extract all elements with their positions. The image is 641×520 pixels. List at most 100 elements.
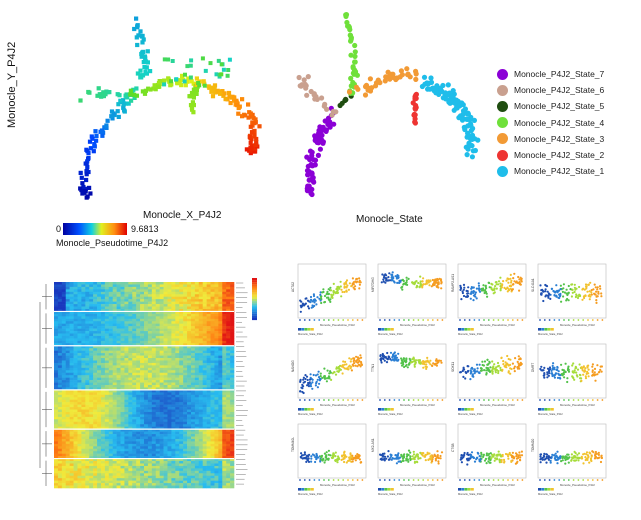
heatmap-cell (151, 434, 157, 437)
heatmap-cell (93, 407, 98, 410)
heatmap-cell (54, 316, 59, 320)
heatmap-cell (206, 313, 211, 317)
heatmap-cell (206, 323, 211, 327)
axis-rug (342, 319, 345, 321)
heatmap-key-cell (252, 286, 257, 289)
heatmap-cell (183, 470, 188, 474)
heatmap-cell (175, 326, 180, 329)
state-point (307, 148, 314, 154)
heatmap-cell (167, 424, 172, 427)
heatmap-cell (222, 294, 227, 298)
heatmap-cell (214, 353, 219, 356)
heatmap-cell (81, 360, 86, 364)
heatmap-cell (179, 358, 184, 361)
heatmap-cell (61, 421, 67, 425)
heatmap-cell (97, 301, 102, 305)
heatmap-cell (112, 475, 117, 479)
heatmap-cell (93, 316, 98, 320)
heatmap-cell (218, 318, 223, 322)
heatmap-cell (163, 475, 168, 479)
heatmap-cell (93, 321, 98, 324)
heatmap-cell (226, 377, 231, 381)
heatmap-cell (159, 372, 164, 376)
heatmap-cell (97, 365, 102, 369)
heatmap-cell (206, 372, 211, 376)
cell-point (215, 88, 220, 93)
heatmap-cell (124, 483, 129, 486)
heatmap-cell (183, 338, 188, 342)
heatmap-cell (206, 438, 211, 442)
heatmap-cell (151, 399, 157, 403)
heatmap-cell (116, 362, 121, 366)
heatmap-cell (69, 448, 74, 452)
heatmap-cell (140, 441, 145, 445)
heatmap-cell (112, 451, 117, 454)
heatmap-cell (104, 355, 110, 359)
heatmap-cell (85, 299, 90, 302)
heatmap-cell (198, 394, 203, 398)
heatmap-cell (202, 355, 207, 359)
heatmap-cell (61, 465, 67, 469)
heatmap-cell (183, 407, 188, 410)
heatmap-cell (179, 485, 184, 489)
heatmap-cell (89, 375, 94, 378)
heatmap-cell (171, 461, 176, 464)
heatmap-cell (65, 286, 70, 290)
heatmap-cell (65, 372, 70, 376)
heatmap-cell (116, 453, 121, 457)
heatmap-cell (108, 446, 113, 450)
heatmap-cell (77, 289, 82, 293)
heatmap-cell (61, 318, 67, 322)
heatmap-cell (81, 380, 86, 383)
heatmap-cell (97, 399, 102, 403)
heatmap-cell (97, 338, 102, 342)
heatmap-cell (175, 321, 180, 324)
heatmap-cell (206, 328, 211, 332)
heatmap-cell (183, 480, 188, 484)
heatmap-cell (85, 345, 90, 349)
heatmap-cell (104, 382, 110, 386)
heatmap-cell (73, 431, 78, 435)
heatmap-cell (218, 394, 223, 398)
heatmap-cell (132, 431, 137, 435)
heatmap-cell (171, 304, 176, 307)
heatmap-cell (230, 483, 235, 486)
heatmap-cell (144, 323, 149, 327)
heatmap-cell (214, 434, 219, 437)
heatmap-cell (159, 328, 164, 332)
heatmap-cell (104, 340, 110, 344)
heatmap-cell (183, 426, 188, 430)
heatmap-cell (226, 289, 231, 293)
gene-point (358, 283, 361, 286)
heatmap-cell (198, 321, 203, 324)
heatmap-cell (54, 485, 59, 489)
heatmap-cell (108, 438, 113, 442)
gene-point (385, 277, 388, 280)
heatmap-cell (206, 441, 211, 445)
heatmap-cell (202, 382, 207, 386)
heatmap-cell (167, 286, 172, 290)
heatmap-cell (155, 301, 160, 305)
gene-point (303, 304, 306, 307)
heatmap-cell (104, 365, 110, 369)
heatmap-cell (206, 304, 211, 307)
heatmap-cell (159, 365, 164, 369)
heatmap-cell (151, 380, 157, 383)
heatmap-cell (69, 419, 74, 423)
heatmap-cell (65, 426, 70, 430)
heatmap-cell (128, 377, 133, 381)
gene-point (487, 281, 490, 284)
heatmap-cell (136, 338, 141, 342)
heatmap-cell (81, 370, 86, 374)
heatmap-cell (206, 465, 211, 469)
heatmap-cell (81, 421, 86, 425)
heatmap-cell (112, 313, 117, 317)
heatmap-cell (120, 282, 125, 285)
heatmap-cell (93, 421, 98, 425)
heatmap-cell (190, 338, 196, 342)
heatmap-cell (140, 485, 145, 489)
heatmap-cell (163, 409, 168, 413)
heatmap-cell (104, 451, 110, 454)
heatmap-cell (210, 372, 215, 376)
heatmap-cell (65, 470, 70, 474)
